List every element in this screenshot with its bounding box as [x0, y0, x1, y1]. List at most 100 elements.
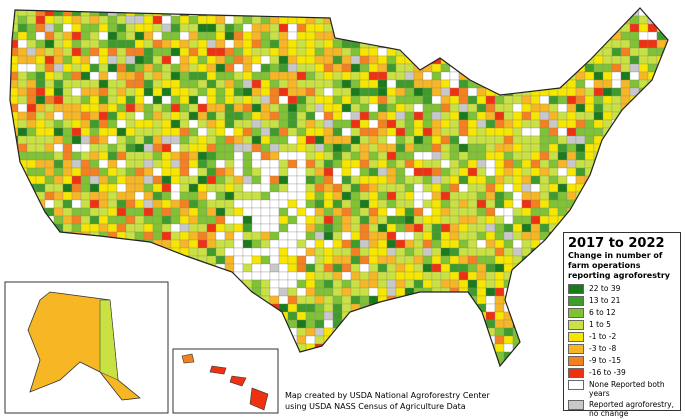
county-cell [512, 95, 523, 105]
county-cell [503, 287, 514, 297]
county-cell [89, 31, 100, 41]
legend-label: -9 to -15 [589, 356, 622, 365]
county-cell [467, 343, 478, 353]
county-cell [269, 327, 280, 337]
county-cell [611, 159, 622, 169]
county-cell [62, 175, 73, 185]
county-cell [494, 95, 505, 105]
county-cell [341, 183, 352, 193]
county-cell [10, 271, 19, 281]
county-cell [503, 103, 514, 113]
county-cell [459, 376, 468, 384]
county-cell [386, 231, 397, 241]
county-cell [170, 23, 181, 33]
county-cell [440, 303, 451, 313]
county-cell [0, 232, 9, 240]
county-cell [125, 47, 136, 57]
county-cell [440, 335, 451, 345]
county-cell [170, 335, 181, 345]
county-cell [359, 47, 370, 57]
county-cell [413, 159, 424, 169]
county-cell [458, 263, 469, 273]
county-cell [197, 183, 208, 193]
county-cell [170, 311, 181, 321]
county-cell [629, 119, 640, 129]
county-cell [548, 111, 559, 121]
county-cell [539, 15, 550, 25]
county-cell [98, 247, 109, 257]
county-cell [26, 23, 37, 33]
county-cell [10, 191, 19, 201]
county-cell [152, 215, 163, 225]
county-cell [224, 87, 235, 97]
county-cell [170, 183, 181, 193]
county-cell [386, 271, 397, 281]
county-cell [593, 95, 604, 105]
county-cell [44, 95, 55, 105]
county-cell [521, 199, 532, 209]
county-cell [107, 159, 118, 169]
county-cell [503, 239, 514, 249]
county-cell [80, 191, 91, 201]
county-cell [386, 255, 397, 265]
county-cell [584, 199, 595, 209]
county-cell [278, 215, 289, 225]
county-cell [368, 343, 379, 353]
county-cell [494, 8, 505, 9]
county-cell [647, 87, 658, 97]
county-cell [323, 295, 334, 305]
county-cell [341, 103, 352, 113]
county-cell [620, 207, 631, 217]
county-cell [521, 127, 532, 137]
county-cell [368, 183, 379, 193]
county-cell [440, 239, 451, 249]
county-cell [458, 239, 469, 249]
county-cell [161, 39, 172, 49]
county-cell [332, 199, 343, 209]
county-cell [521, 111, 532, 121]
county-cell [359, 55, 370, 65]
county-cell [404, 247, 415, 257]
county-cell [584, 151, 595, 161]
county-cell [431, 79, 442, 89]
county-cell [80, 39, 91, 49]
county-cell [341, 351, 352, 361]
county-cell [675, 192, 684, 200]
county-cell [566, 127, 577, 137]
county-cell [341, 143, 352, 153]
county-cell [296, 335, 307, 345]
county-cell [495, 392, 504, 400]
county-cell [495, 384, 504, 392]
county-cell [512, 199, 523, 209]
county-cell [296, 39, 307, 49]
county-cell [278, 63, 289, 73]
county-cell [656, 15, 667, 25]
county-cell [89, 255, 100, 265]
county-cell [152, 63, 163, 73]
county-cell [80, 175, 91, 185]
county-cell [368, 15, 379, 25]
county-cell [386, 127, 397, 137]
county-cell [539, 31, 550, 41]
county-cell [71, 23, 82, 33]
county-cell [215, 175, 226, 185]
county-cell [413, 199, 424, 209]
county-cell [521, 279, 532, 289]
county-cell [279, 376, 288, 384]
county-cell [602, 55, 613, 65]
county-cell [440, 295, 451, 305]
county-cell [314, 175, 325, 185]
county-cell [620, 55, 631, 65]
county-cell [539, 303, 550, 313]
county-cell [377, 127, 388, 137]
legend-swatch [568, 356, 584, 366]
county-cell [530, 15, 541, 25]
county-cell [665, 8, 668, 9]
county-cell [350, 87, 361, 97]
county-cell [513, 392, 522, 400]
county-cell [305, 303, 316, 313]
county-cell [116, 183, 127, 193]
county-cell [107, 223, 118, 233]
county-cell [620, 151, 631, 161]
county-cell [233, 55, 244, 65]
